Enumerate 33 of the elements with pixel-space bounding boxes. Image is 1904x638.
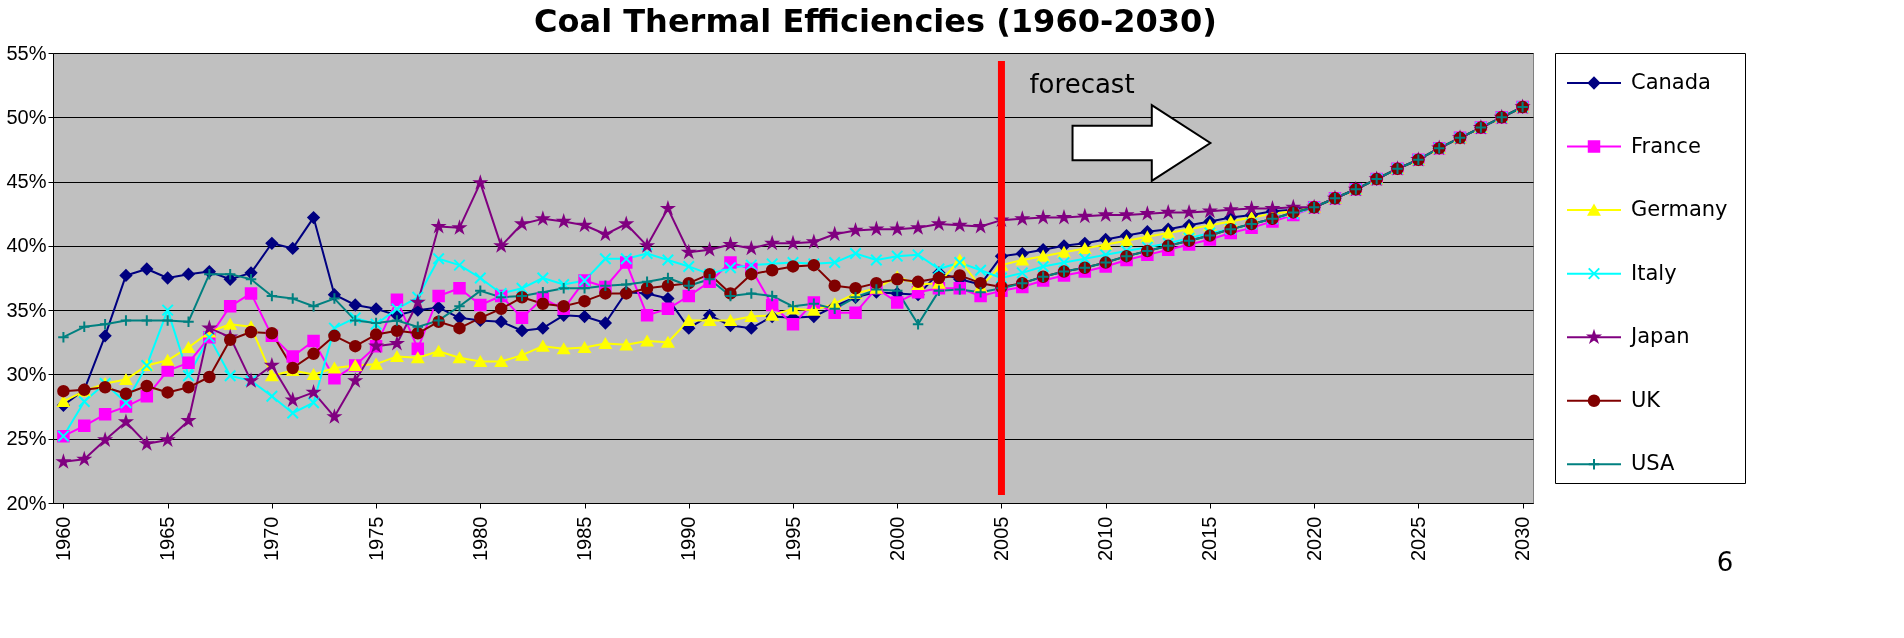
legend-label: France [1631, 133, 1701, 158]
y-tick-label: 35% [6, 298, 47, 321]
legend-label: Canada [1631, 70, 1711, 94]
y-tick-label: 45% [6, 170, 47, 193]
x-tick-label: 1980 [468, 516, 491, 561]
x-tick-label: 1970 [260, 516, 283, 561]
legend-label: UK [1631, 387, 1662, 412]
x-tick-label: 2000 [885, 516, 908, 561]
x-tick-label: 1965 [156, 516, 179, 561]
y-tick-label: 50% [6, 105, 47, 128]
legend-label: Italy [1631, 260, 1677, 285]
text: 6 [1716, 547, 1734, 577]
legend-label: Japan [1629, 324, 1690, 349]
x-tick-label: 2025 [1406, 516, 1429, 561]
x-tick-label: 2010 [1094, 516, 1117, 561]
ref-line-label: forecast [1029, 69, 1135, 99]
y-tick-label: 20% [6, 491, 47, 514]
y-tick-label: 55% [6, 41, 47, 64]
chart-title: Coal Thermal Efficiencies (1960-2030) [534, 1, 1217, 40]
x-tick-label: 2030 [1511, 516, 1534, 561]
x-tick-label: 2020 [1302, 516, 1325, 561]
legend-label: Germany [1631, 197, 1728, 222]
x-tick-label: 1985 [573, 516, 596, 561]
y-tick-label: 30% [6, 362, 47, 385]
x-tick-label: 2015 [1198, 516, 1221, 561]
x-tick-label: 1990 [677, 516, 700, 561]
legend-label: USA [1631, 451, 1676, 476]
y-tick-label: 25% [6, 427, 47, 450]
x-tick-label: 2005 [989, 516, 1012, 561]
x-tick-label: 1960 [51, 516, 74, 561]
x-tick-label: 1975 [364, 516, 387, 561]
y-tick-label: 40% [6, 234, 47, 257]
x-tick-label: 1995 [781, 516, 804, 561]
